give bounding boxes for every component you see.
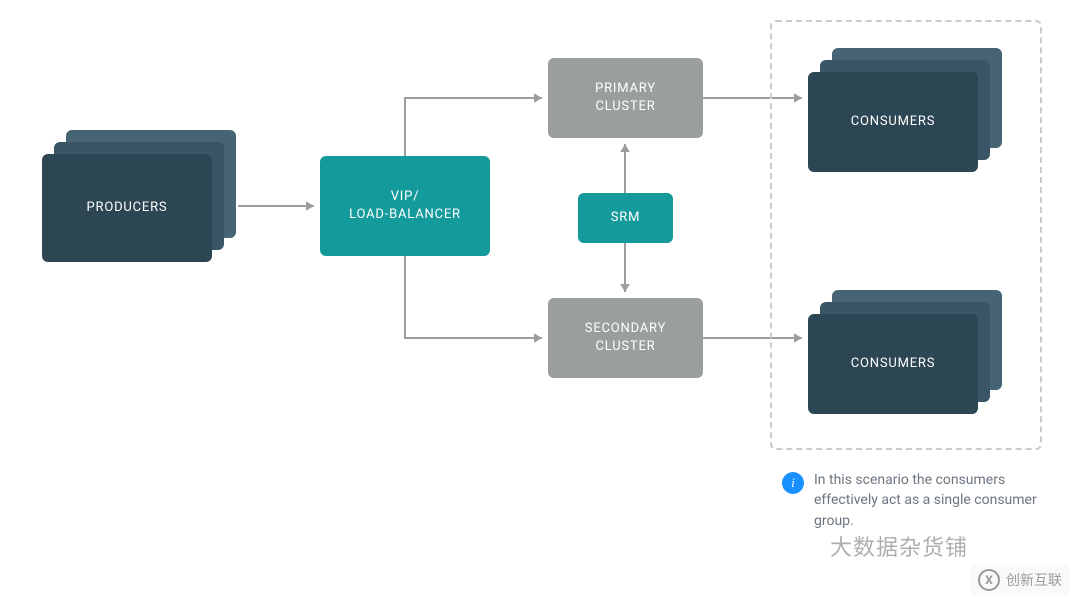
info-note: i In this scenario the consumers effecti… (782, 470, 1064, 531)
primary-cluster-box: PRIMARY CLUSTER (548, 58, 703, 138)
edge-vip-to-secondary (405, 256, 542, 338)
arrowhead-srm-to-primary (620, 144, 630, 152)
arrowhead-vip-to-secondary (534, 333, 542, 343)
watermark-logo-icon: X (978, 569, 1000, 591)
srm-label: SRM (611, 209, 640, 227)
consumers-bottom-card: CONSUMERS (808, 314, 978, 414)
arrowhead-vip-to-primary (534, 93, 542, 103)
vip-load-balancer-box: VIP/ LOAD-BALANCER (320, 156, 490, 256)
consumers-bottom-stack: CONSUMERS (808, 290, 1002, 414)
diagram-canvas: PRODUCERS VIP/ LOAD-BALANCER PRIMARY CLU… (0, 0, 1080, 601)
srm-box: SRM (578, 193, 673, 243)
info-icon: i (782, 472, 804, 494)
producers-label: PRODUCERS (87, 199, 168, 217)
secondary-label: SECONDARY CLUSTER (585, 320, 666, 355)
consumers-top-stack: CONSUMERS (808, 48, 1002, 172)
secondary-cluster-box: SECONDARY CLUSTER (548, 298, 703, 378)
watermark-text-2: X 创新互联 (970, 565, 1070, 595)
info-text: In this scenario the consumers effective… (814, 470, 1064, 531)
producers-stack: PRODUCERS (42, 130, 236, 262)
consumers-bottom-label: CONSUMERS (851, 355, 936, 373)
consumers-top-label: CONSUMERS (851, 113, 936, 131)
arrowhead-srm-to-secondary (620, 284, 630, 292)
primary-label: PRIMARY CLUSTER (595, 80, 656, 115)
consumers-top-card: CONSUMERS (808, 72, 978, 172)
arrowhead-producers-to-vip (306, 201, 314, 211)
vip-label: VIP/ LOAD-BALANCER (349, 188, 461, 223)
edge-vip-to-primary (405, 98, 542, 156)
watermark-brand: 创新互联 (1006, 570, 1062, 590)
watermark-text-1: 大数据杂货铺 (830, 530, 968, 562)
producers-card: PRODUCERS (42, 154, 212, 262)
info-glyph: i (791, 475, 795, 491)
